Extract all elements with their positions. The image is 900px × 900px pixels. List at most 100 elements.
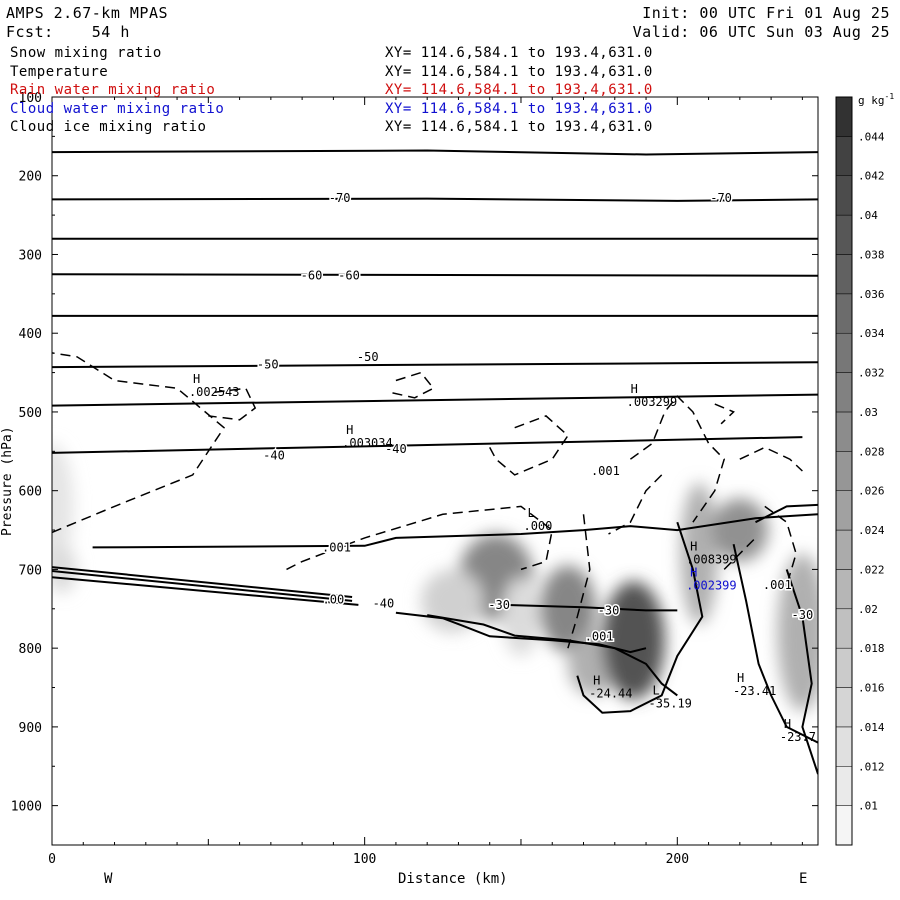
temperature-contour-18: [785, 569, 818, 775]
colorbar-swatch-15: [835, 214, 853, 255]
colorbar-swatch-0: [835, 805, 853, 846]
legend-xy-4: XY= 114.6,584.1 to 193.4,631.0: [385, 119, 653, 135]
contour-label-9: -30: [488, 598, 510, 612]
x-axis-label: Distance (km): [398, 871, 508, 887]
extremum-mark-2: H: [346, 423, 353, 437]
extremum-value-3: .000: [523, 519, 552, 533]
valid-time: Valid: 06 UTC Sun 03 Aug 25: [632, 23, 890, 41]
extremum-value-9: -23.7: [780, 730, 816, 744]
colorbar-swatch-7: [835, 529, 853, 570]
colorbar-tick-label-7: .024: [858, 524, 885, 537]
x-tick-label-2: 200: [666, 852, 689, 867]
colorbar-swatch-11: [835, 372, 853, 413]
contour-label-5: -50: [357, 350, 379, 364]
snow-contour-3: [286, 505, 554, 571]
colorbar-swatch-12: [835, 332, 853, 373]
extremum-mark-9: H: [784, 717, 791, 731]
colorbar-swatch-8: [835, 490, 853, 531]
extremum-value-1: .003299: [627, 395, 678, 409]
contour-label-8: -40: [373, 596, 395, 610]
x-tick-label-1: 100: [353, 852, 376, 867]
west-label: W: [104, 871, 113, 887]
temperature-contour-5: [52, 361, 818, 369]
colorbar-swatch-13: [835, 293, 853, 334]
y-tick-label-9: 1000: [11, 800, 42, 815]
colorbar-swatch-10: [835, 411, 853, 452]
shaded-blob-8: [777, 553, 818, 712]
contour-label-0: -70: [329, 191, 351, 205]
colorbar-swatch-18: [835, 96, 853, 137]
legend-xy-0: XY= 114.6,584.1 to 193.4,631.0: [385, 45, 653, 61]
colorbar-swatch-6: [835, 569, 853, 610]
legend-label-2: Rain water mixing ratio: [10, 82, 216, 98]
temperature-contour-10: [52, 566, 353, 598]
temperature-contour-15: [576, 521, 704, 714]
contour-label-16: .001: [763, 578, 792, 592]
contour-label-2: -60: [301, 269, 323, 283]
legend-xy-2: XY= 114.6,584.1 to 193.4,631.0: [385, 82, 653, 98]
extremum-value-6: -24.44: [589, 686, 632, 700]
y-tick-label-0: 100: [19, 91, 42, 106]
colorbar-swatch-9: [835, 451, 853, 491]
contour-label-14: .001: [591, 464, 620, 478]
temperature-contour-1: [52, 197, 818, 202]
contour-label-1: -70: [710, 191, 732, 205]
contour-label-15: .001: [585, 629, 614, 643]
colorbar-swatch-16: [835, 175, 853, 216]
y-tick-label-2: 300: [19, 248, 42, 263]
y-tick-label-1: 200: [19, 170, 42, 185]
shaded-blob-3: [539, 565, 597, 653]
temperature-contour-16: [732, 543, 818, 744]
colorbar-swatch-5: [835, 608, 853, 649]
temperature-contour-6: [52, 393, 818, 407]
contour-label-4: -50: [257, 358, 279, 372]
snow-contour-7: [714, 403, 735, 425]
extremum-value-4: .008399: [686, 553, 737, 567]
temperature-contours: [52, 149, 818, 775]
temperature-contour-8: [92, 513, 818, 549]
colorbar-tick-label-0: .01: [858, 800, 878, 813]
colorbar-tick-label-14: .038: [858, 248, 885, 261]
extremum-mark-1: H: [631, 382, 638, 396]
legend-label-4: Cloud ice mixing ratio: [10, 119, 207, 135]
shaded-blob-9: [52, 443, 74, 570]
contour-label-7: -40: [385, 442, 407, 456]
pressure-axis: 100 200 300 400 500 600 700 800 900 1000: [11, 91, 818, 846]
contour-label-11: -30: [792, 608, 814, 622]
temperature-contour-11: [52, 570, 353, 602]
colorbar-tick-label-4: .018: [858, 642, 885, 655]
colorbar-tick-label-3: .016: [858, 682, 885, 695]
extremum-value-8: -23.41: [733, 684, 776, 698]
colorbar-unit: g kg-1: [858, 92, 894, 107]
shaded-blob-10: [52, 545, 78, 594]
snow-contour-6: [608, 474, 663, 535]
snow-contour-4: [489, 415, 569, 476]
colorbar-swatch-14: [835, 254, 853, 295]
snow-contour-8: [739, 446, 803, 472]
x-tick-label-0: 0: [48, 852, 56, 867]
extremum-mark-5: H: [690, 566, 697, 580]
legend-label-0: Snow mixing ratio: [10, 45, 162, 61]
colorbar-tick-label-13: .036: [858, 288, 885, 301]
extremum-value-7: -35.19: [649, 697, 692, 711]
y-axis-label: Pressure (hPa): [0, 426, 15, 536]
legend-label-1: Temperature: [10, 63, 109, 80]
y-tick-label-3: 400: [19, 327, 42, 342]
colorbar-tick-label-16: .042: [858, 170, 885, 183]
contour-label-12: .001: [322, 540, 351, 554]
legend-label-3: Cloud water mixing ratio: [10, 100, 225, 117]
temperature-contour-9: [52, 576, 359, 606]
distance-axis: 0 100 200: [48, 97, 803, 867]
extrema-labels: H.002543 H.003299H.003034L.000H.008399H.0…: [189, 372, 816, 744]
contour-labels: -70 -70 -60 -60 -50 -50 -40 -40 -40 -30 -30 -30 .001…: [255, 189, 814, 645]
extremum-mark-8: H: [737, 671, 744, 685]
colorbar-tick-label-11: .032: [858, 367, 885, 380]
snow-contour-10: [723, 537, 757, 570]
contour-label-13: .00: [323, 592, 345, 606]
extremum-mark-0: H: [193, 372, 200, 386]
legend-xy-1: XY= 114.6,584.1 to 193.4,631.0: [385, 63, 653, 80]
colorbar: .01 .012 .014 .016 .018 .02 .022 .024 .026 .028 .0…: [835, 96, 885, 846]
temperature-contour-13: [427, 614, 678, 697]
y-tick-label-4: 500: [19, 406, 42, 421]
plot-frame: [51, 96, 819, 846]
